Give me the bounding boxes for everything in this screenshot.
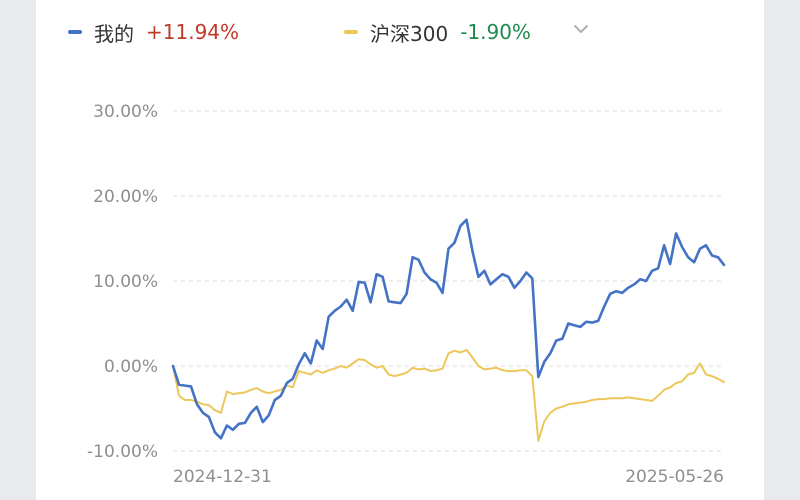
legend-swatch-benchmark [344,30,358,34]
x-tick-end: 2025-05-26 [625,467,724,487]
legend-label-benchmark: 沪深300 [370,21,449,46]
chart-grid [173,110,724,452]
x-axis-labels: 2024-12-31 2025-05-26 [173,467,724,487]
legend-item-benchmark[interactable]: 沪深300 -1.90% [344,14,531,50]
y-tick-label: 10.00% [93,272,158,292]
legend-label-mine: 我的 [94,21,134,46]
y-tick-label: 20.00% [93,187,158,207]
chevron-down-icon[interactable] [570,18,592,40]
chart-legend: 我的 +11.94% 沪深300 -1.90% [36,14,764,50]
series-line-mine [171,218,726,440]
legend-change-mine: +11.94% [146,20,240,44]
chart-series [171,218,726,442]
legend-item-mine[interactable]: 我的 +11.94% [68,14,239,50]
y-tick-label: -10.00% [87,442,158,462]
series-line-benchmark [172,348,725,442]
legend-swatch-mine [68,30,82,34]
legend-change-benchmark: -1.90% [460,20,531,44]
chart-card [36,0,764,500]
y-tick-label: 30.00% [93,102,158,122]
y-tick-label: 0.00% [104,357,158,377]
x-tick-start: 2024-12-31 [173,467,272,487]
y-axis-ticks: 30.00% 20.00% 10.00% 0.00% -10.00% [87,102,158,462]
